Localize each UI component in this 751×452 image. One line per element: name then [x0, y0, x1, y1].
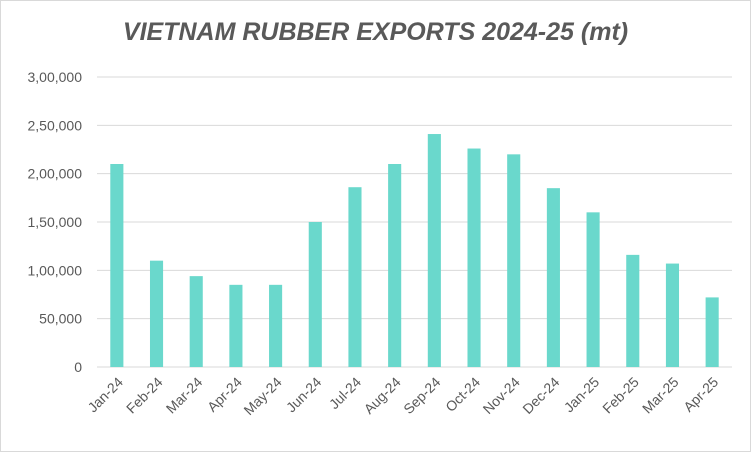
- x-tick-label: Apr-25: [680, 374, 721, 415]
- x-tick-label: Nov-24: [480, 374, 523, 417]
- bar-jan-24: [110, 164, 124, 367]
- bar-may-24: [269, 284, 283, 367]
- y-tick-label: 1,00,000: [28, 262, 83, 278]
- bar-sep-24: [427, 134, 441, 367]
- x-tick-label: Aug-24: [361, 374, 404, 417]
- bar-apr-24: [229, 284, 243, 367]
- bars: [110, 134, 719, 367]
- bar-dec-24: [546, 188, 560, 367]
- x-tick-label: Feb-24: [123, 374, 166, 417]
- y-tick-label: 2,00,000: [28, 166, 83, 182]
- y-axis-ticks: 0 50,000 1,00,000 1,50,000 2,00,000 2,50,000 3…: [28, 69, 83, 375]
- x-tick-label: May-24: [240, 374, 284, 418]
- y-tick-label: 50,000: [39, 311, 82, 327]
- y-tick-label: 1,50,000: [28, 214, 83, 230]
- x-tick-label: Sep-24: [400, 374, 443, 417]
- x-tick-label: Mar-24: [163, 374, 206, 417]
- y-tick-label: 0: [74, 359, 82, 375]
- bar-aug-24: [388, 164, 402, 367]
- bar-mar-24: [189, 276, 203, 367]
- bar-apr-25: [705, 297, 719, 367]
- x-tick-label: Dec-24: [519, 374, 562, 417]
- bar-oct-24: [467, 148, 481, 367]
- bar-jun-24: [308, 222, 322, 367]
- bar-mar-25: [665, 263, 680, 367]
- x-tick-label: Jun-24: [283, 374, 325, 416]
- x-tick-label: Apr-24: [204, 374, 245, 415]
- bar-jan-25: [586, 212, 600, 367]
- bar-nov-24: [507, 154, 521, 367]
- x-tick-label: Jul-24: [326, 374, 364, 412]
- x-tick-label: Jan-25: [561, 374, 603, 416]
- y-tick-label: 3,00,000: [28, 69, 83, 85]
- gridlines: [97, 76, 732, 368]
- x-tick-label: Jan-24: [84, 374, 126, 416]
- bar-feb-24: [149, 260, 164, 367]
- bar-jul-24: [348, 187, 362, 367]
- y-tick-label: 2,50,000: [28, 117, 83, 133]
- x-tick-label: Feb-25: [599, 374, 642, 417]
- x-tick-label: Mar-25: [639, 374, 682, 417]
- bar-feb-25: [626, 254, 640, 367]
- chart-title: VIETNAM RUBBER EXPORTS 2024-25 (mt): [122, 18, 629, 46]
- x-tick-label: Oct-24: [442, 374, 483, 415]
